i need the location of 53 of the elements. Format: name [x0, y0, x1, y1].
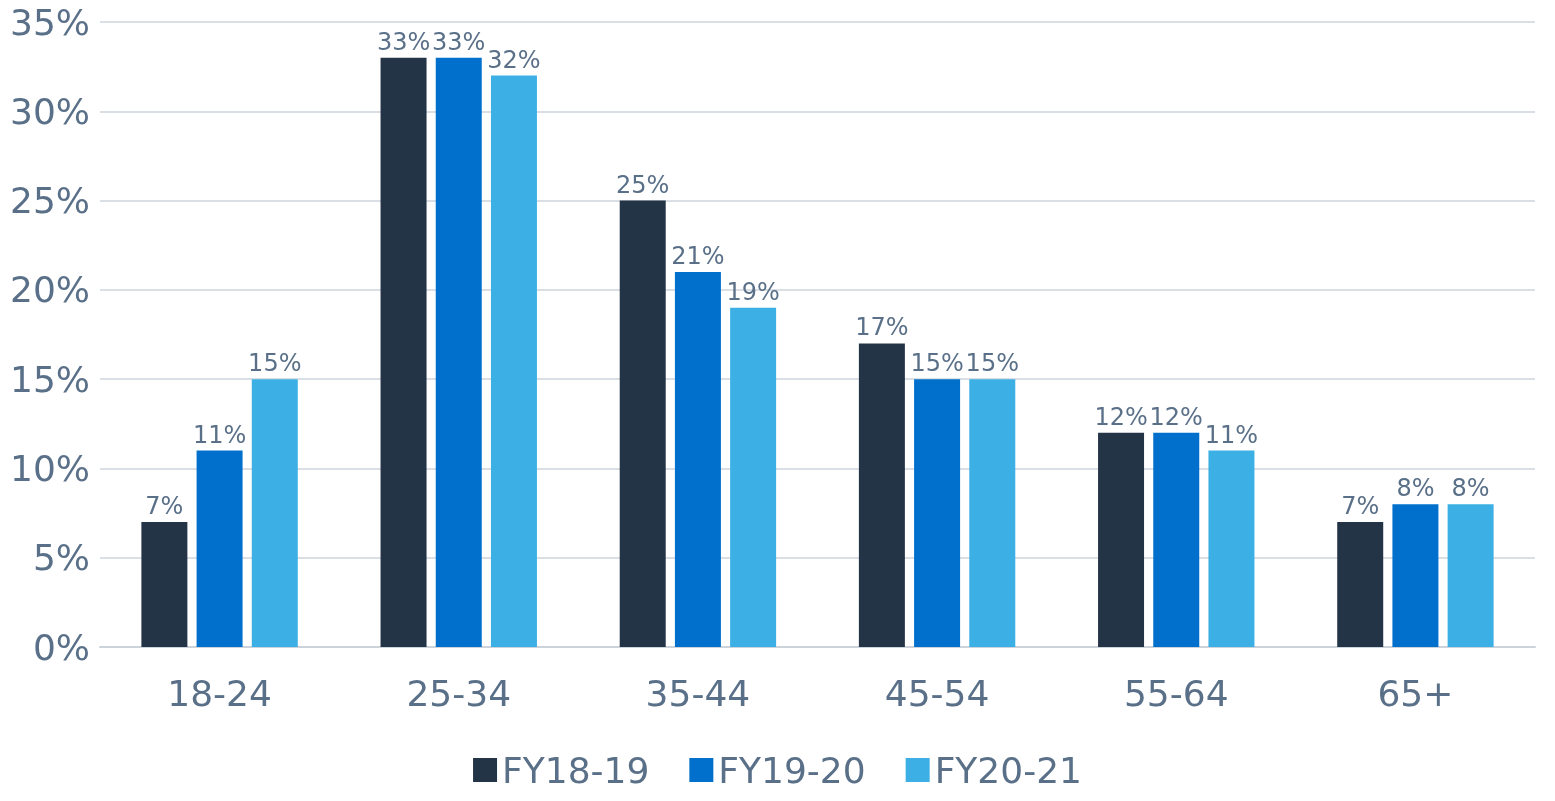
data-label: 19%	[726, 277, 780, 306]
data-label: 33%	[376, 27, 431, 56]
legend-label: FY19-20	[718, 749, 866, 791]
bar	[1208, 450, 1255, 647]
data-label: 21%	[671, 242, 725, 270]
x-tick-label: 45-54	[884, 672, 990, 714]
bar	[196, 450, 243, 647]
bar	[380, 57, 427, 647]
x-tick-label: 35-44	[645, 672, 751, 714]
y-tick-label: 20%	[9, 269, 90, 311]
data-label: 15%	[965, 349, 1019, 378]
bar	[969, 379, 1016, 647]
data-label: 11%	[192, 420, 247, 449]
y-tick-label: 15%	[9, 358, 90, 400]
bar	[1337, 522, 1384, 647]
data-label: 7%	[1341, 492, 1380, 520]
bar	[674, 272, 721, 647]
data-label: 15%	[248, 349, 302, 378]
y-tick-label: 0%	[32, 626, 90, 668]
bar	[141, 522, 188, 647]
bar	[435, 57, 482, 647]
bar	[1447, 504, 1494, 647]
bar	[858, 343, 905, 647]
bar	[490, 75, 537, 647]
x-tick-label: 25-34	[406, 672, 512, 714]
data-label: 32%	[487, 45, 541, 74]
bar	[730, 307, 777, 647]
x-tick-label: 55-64	[1123, 672, 1229, 714]
y-tick-label: 30%	[9, 90, 90, 132]
data-label: 33%	[432, 27, 486, 56]
y-tick-label: 5%	[32, 537, 90, 579]
y-tick-label: 25%	[9, 180, 90, 222]
data-label: 8%	[1451, 474, 1490, 503]
bar	[251, 379, 298, 647]
bar	[1098, 432, 1145, 647]
data-label: 12%	[1149, 402, 1203, 431]
legend-label: FY18-19	[502, 749, 650, 791]
bar	[1153, 432, 1200, 647]
data-label: 15%	[910, 349, 964, 378]
x-tick-label: 18-24	[167, 672, 272, 714]
bar	[914, 379, 961, 647]
x-tick-label: 65+	[1377, 672, 1454, 714]
data-label: 8%	[1396, 474, 1435, 503]
data-label: 17%	[855, 313, 909, 342]
data-label: 7%	[145, 492, 184, 520]
legend-label: FY20-21	[934, 749, 1082, 791]
data-label: 12%	[1094, 402, 1148, 431]
bar	[1392, 504, 1439, 647]
data-label: 11%	[1204, 420, 1259, 449]
y-tick-label: 35%	[9, 1, 90, 43]
bar	[619, 200, 666, 647]
data-label: 25%	[616, 170, 670, 199]
y-tick-label: 10%	[9, 447, 90, 489]
